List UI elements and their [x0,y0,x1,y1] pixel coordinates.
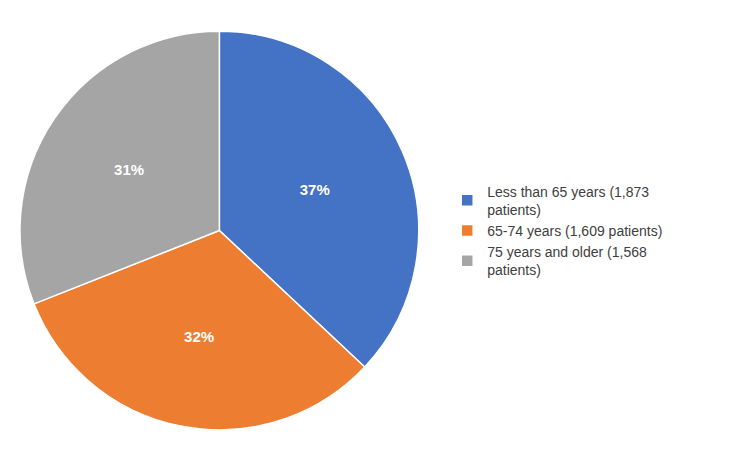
svg-text:32%: 32% [184,328,214,345]
svg-text:75 years and older (1,568patie: 75 years and older (1,568patients) [487,244,647,278]
svg-text:65-74 years (1,609 patients): 65-74 years (1,609 patients) [487,223,662,239]
svg-text:31%: 31% [114,161,144,178]
svg-text:37%: 37% [300,181,330,198]
svg-text:Less than 65 years (1,873patie: Less than 65 years (1,873patients) [487,184,649,218]
